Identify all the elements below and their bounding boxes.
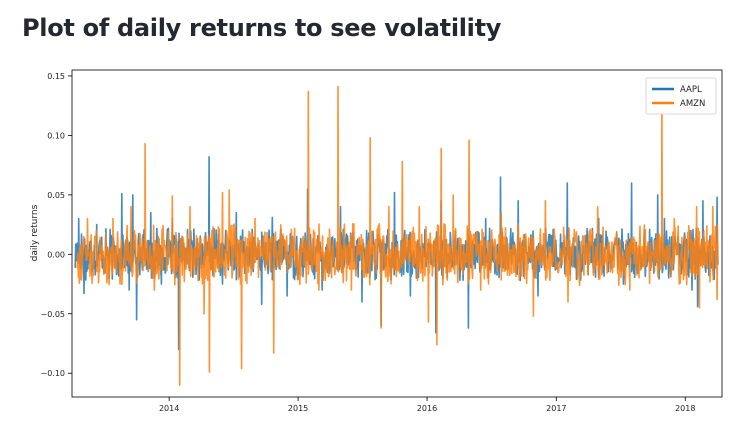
page-title: Plot of daily returns to see volatility (22, 14, 502, 42)
y-tick-label: −0.10 (40, 369, 65, 378)
y-axis: −0.10 −0.05 0.00 0.05 0.10 0.15 (40, 72, 72, 378)
x-tick-label: 2018 (675, 404, 695, 413)
legend-label-amzn: AMZN (680, 99, 705, 109)
y-tick-label: −0.05 (40, 310, 65, 319)
legend-box (645, 77, 717, 115)
y-tick-label: 0.05 (47, 191, 65, 200)
x-axis: 2014 2015 2016 2017 2018 (159, 397, 695, 413)
y-axis-label: daily returns (30, 204, 40, 261)
plot-frame (71, 69, 723, 398)
x-tick-label: 2016 (417, 404, 437, 413)
series-line-amzn (76, 85, 719, 386)
plot-axes-box (71, 69, 723, 398)
x-tick-label: 2014 (159, 404, 179, 413)
legend-label-aapl: AAPL (680, 85, 702, 95)
y-tick-label: 0.10 (47, 131, 65, 140)
x-tick-label: 2015 (288, 404, 308, 413)
y-tick-label: 0.15 (47, 72, 65, 81)
x-tick-label: 2017 (546, 404, 566, 413)
series-layer (74, 85, 719, 386)
y-tick-label: 0.00 (47, 250, 65, 259)
legend: AAPL AMZN (645, 77, 717, 115)
